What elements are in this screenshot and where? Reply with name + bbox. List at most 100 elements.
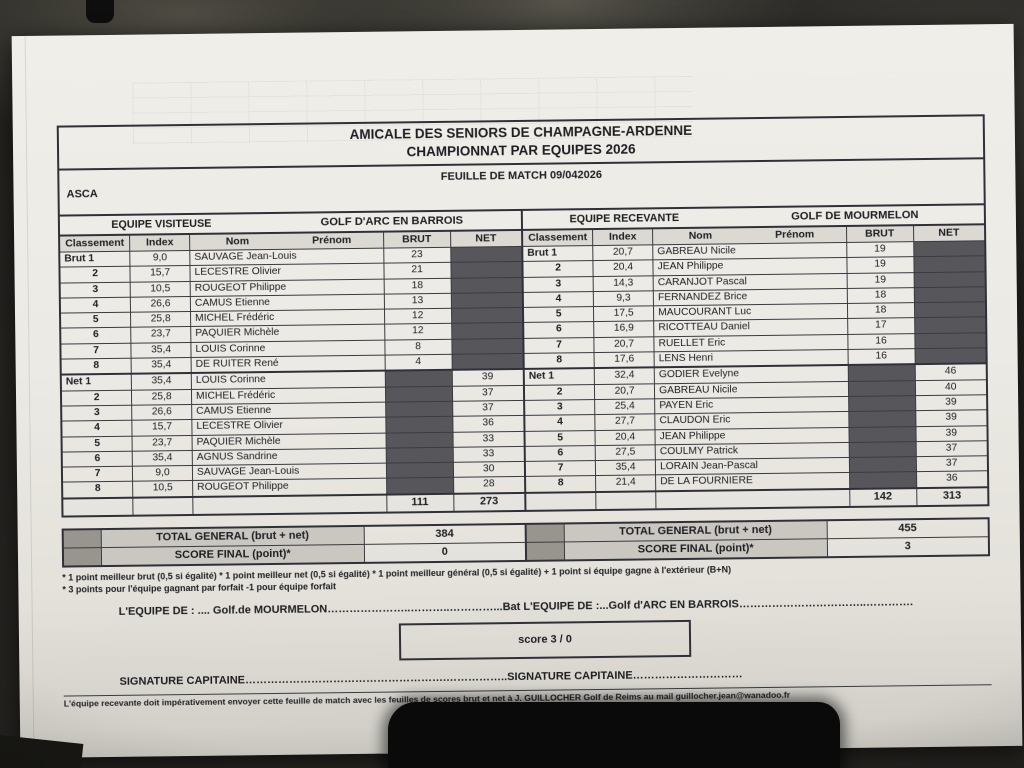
brut-score-cell: 18 [383, 278, 451, 294]
rank-cell: 3 [93, 407, 100, 419]
col-classement: Classement [528, 231, 588, 244]
player-name-cell: DE RUITER René [190, 355, 385, 373]
score-final-label: SCORE FINAL (point)* [100, 544, 364, 565]
net-shaded-cell [914, 348, 986, 364]
brut-shaded-cell [384, 371, 452, 387]
rank-cell: Net 1 [65, 376, 92, 388]
col-index: Index [592, 229, 653, 246]
dotted-leader: ………………………… [632, 668, 743, 682]
net-shaded-cell [450, 292, 522, 308]
rank-cell: 3 [555, 278, 562, 290]
net-shaded-cell [450, 308, 523, 324]
player-name-cell: GABREAU Nicile [652, 242, 847, 260]
signature-captain-left: SIGNATURE CAPITAINE [119, 674, 246, 688]
brut-score-cell: 19 [846, 272, 914, 288]
brut-shaded-cell [384, 386, 452, 402]
rank-cell: 6 [555, 323, 562, 336]
rank-cell: 8 [94, 483, 101, 495]
brut-shaded-cell [385, 462, 453, 479]
net-score-cell: 37 [915, 456, 987, 472]
rank-cell: 8 [557, 477, 564, 489]
net-score-cell: 46 [914, 364, 986, 380]
brut-shaded-cell [847, 380, 915, 396]
empty-cell [526, 493, 595, 510]
rank-cell: 6 [557, 447, 564, 459]
rank-cell: 2 [555, 262, 562, 274]
team-role-label: EQUIPE VISITEUSE [111, 217, 212, 231]
player-name-cell: AGNUS Sandrine [191, 448, 386, 466]
brut-shaded-cell [385, 447, 453, 463]
match-table: EQUIPE VISITEUSE GOLF D'ARC EN BARROIS Cla… [57, 203, 990, 518]
brut-score-cell: 16 [847, 349, 915, 365]
col-brut: BRUT [845, 226, 913, 242]
brut-shaded-cell [385, 432, 453, 448]
player-name-cell: SAUVAGE Jean-Louis [191, 463, 386, 481]
net-shaded-cell [913, 271, 985, 288]
brut-score-cell: 17 [846, 318, 914, 334]
rank-cell: 7 [556, 339, 562, 351]
index-cell: 9,0 [129, 250, 190, 267]
player-name-cell: CARANJOT Pascal [652, 273, 847, 291]
index-cell: 20,7 [594, 383, 655, 400]
total-brut-value: 142 [848, 488, 916, 506]
empty-cell [192, 495, 387, 514]
player-name-cell: CLAUDON Eric [654, 412, 849, 429]
index-cell: 35,4 [595, 460, 656, 476]
brut-score-cell: 19 [846, 257, 914, 273]
rank-cell: Net 1 [528, 370, 555, 383]
index-cell: 26,6 [129, 296, 191, 312]
final-score-box: score 3 / 0 [398, 619, 692, 661]
player-name-cell: LOUIS Corinne [190, 340, 385, 358]
net-score-cell: 39 [451, 370, 523, 386]
rank-cell: 4 [557, 416, 563, 428]
player-name-cell: GABREAU Nicile [653, 381, 848, 399]
signature-captain-right: SIGNATURE CAPITAINE [507, 669, 633, 683]
brut-shaded-cell [848, 472, 916, 488]
col-classement: Classement [65, 236, 125, 250]
final-score-text: score 3 / 0 [518, 633, 573, 647]
player-name-cell: RICOTTEAU Daniel [653, 319, 847, 337]
visiting-team-table: EQUIPE VISITEUSE GOLF D'ARC EN BARROIS Cla… [60, 211, 525, 516]
match-form: AMICALE DES SENIORS DE CHAMPAGNE-ARDENNE… [56, 114, 992, 709]
index-cell: 14,3 [592, 275, 653, 291]
player-name-cell: RUELLET Eric [653, 334, 848, 352]
empty-cell [655, 489, 850, 509]
total-net-value: 273 [452, 493, 525, 511]
net-shaded-cell [912, 256, 985, 272]
home-team-table: EQUIPE RECEVANTE GOLF DE MOURMELON Classem… [520, 205, 988, 510]
brut-shaded-cell [848, 441, 916, 458]
empty-cell [63, 498, 132, 515]
index-cell: 10,5 [132, 481, 193, 497]
index-cell: 15,7 [131, 420, 192, 436]
player-name-cell: MICHEL Frédéric [191, 387, 385, 404]
index-cell: 16,9 [593, 321, 654, 337]
net-shaded-cell [451, 354, 523, 370]
net-shaded-cell [913, 333, 986, 349]
net-shaded-cell [450, 338, 523, 354]
rank-cell: 7 [94, 468, 101, 480]
rank-cell: 4 [555, 293, 562, 305]
total-brut-value: 111 [385, 494, 453, 512]
player-name-cell: JEAN Philippe [654, 427, 849, 445]
index-cell: 25,8 [130, 312, 191, 328]
col-net: NET [912, 225, 985, 242]
team-club-name: GOLF DE MOURMELON [791, 209, 919, 223]
total-general-value: 384 [363, 524, 525, 544]
net-score-cell: 36 [451, 416, 524, 432]
net-score-cell: 36 [915, 471, 988, 487]
index-cell: 20,7 [593, 337, 654, 353]
brut-score-cell: 19 [845, 242, 913, 258]
rank-cell: Brut 1 [527, 247, 558, 259]
net-score-cell: 37 [915, 441, 987, 457]
dotted-leader: ……………………………………………….…………….. [244, 670, 508, 687]
net-score-cell: 40 [914, 379, 987, 396]
rank-cell: 4 [92, 298, 99, 311]
net-score-cell: 28 [452, 477, 525, 493]
index-cell: 23,7 [131, 435, 192, 451]
net-shaded-cell [449, 246, 522, 263]
player-name-cell: MICHEL Frédéric [190, 309, 384, 327]
col-nom-prenom: Nom Prénom [652, 226, 846, 245]
net-score-cell: 39 [914, 395, 987, 411]
player-name-cell: LENS Henri [653, 350, 848, 367]
team-role-label: EQUIPE RECEVANTE [569, 212, 680, 226]
